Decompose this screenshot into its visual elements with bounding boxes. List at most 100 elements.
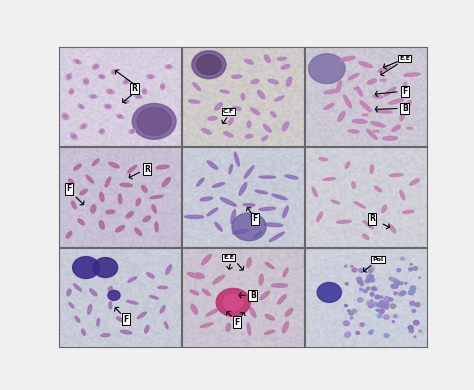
- Text: B: B: [250, 291, 255, 300]
- Ellipse shape: [404, 73, 420, 76]
- Circle shape: [359, 269, 363, 272]
- Ellipse shape: [378, 65, 390, 72]
- Circle shape: [370, 292, 374, 295]
- Circle shape: [377, 303, 382, 307]
- Ellipse shape: [191, 305, 198, 314]
- Ellipse shape: [201, 129, 211, 134]
- Circle shape: [409, 268, 412, 271]
- Ellipse shape: [260, 291, 270, 300]
- Ellipse shape: [312, 187, 317, 197]
- Ellipse shape: [239, 183, 247, 195]
- FancyBboxPatch shape: [362, 114, 368, 116]
- Ellipse shape: [128, 165, 137, 173]
- Circle shape: [383, 315, 389, 319]
- Circle shape: [345, 283, 348, 285]
- Ellipse shape: [94, 66, 97, 68]
- Ellipse shape: [374, 186, 382, 192]
- Circle shape: [367, 278, 370, 280]
- FancyBboxPatch shape: [354, 88, 359, 90]
- Ellipse shape: [109, 302, 112, 309]
- Ellipse shape: [201, 254, 211, 265]
- Ellipse shape: [263, 124, 271, 132]
- Ellipse shape: [190, 290, 199, 295]
- Ellipse shape: [389, 99, 403, 104]
- Circle shape: [197, 55, 221, 74]
- Circle shape: [356, 332, 360, 334]
- Ellipse shape: [99, 74, 105, 79]
- Ellipse shape: [262, 136, 268, 141]
- Circle shape: [368, 267, 374, 271]
- Circle shape: [376, 309, 379, 312]
- Ellipse shape: [100, 76, 104, 78]
- Ellipse shape: [156, 165, 169, 169]
- Ellipse shape: [82, 125, 85, 128]
- Ellipse shape: [382, 205, 386, 213]
- Circle shape: [371, 330, 374, 332]
- Ellipse shape: [373, 95, 383, 98]
- Ellipse shape: [271, 112, 276, 117]
- Circle shape: [364, 289, 367, 292]
- Ellipse shape: [69, 179, 74, 185]
- Ellipse shape: [143, 90, 146, 93]
- Ellipse shape: [340, 57, 356, 61]
- Ellipse shape: [73, 59, 81, 64]
- Ellipse shape: [285, 175, 298, 179]
- Circle shape: [392, 285, 395, 287]
- Circle shape: [413, 267, 418, 270]
- Circle shape: [414, 336, 416, 338]
- Ellipse shape: [91, 205, 96, 213]
- Ellipse shape: [348, 130, 359, 133]
- Circle shape: [384, 334, 389, 337]
- Text: E.E: E.E: [399, 56, 410, 61]
- Ellipse shape: [226, 323, 230, 331]
- Ellipse shape: [337, 220, 351, 223]
- Circle shape: [223, 294, 243, 310]
- Ellipse shape: [249, 307, 256, 317]
- Ellipse shape: [185, 215, 204, 218]
- Circle shape: [408, 326, 413, 330]
- Circle shape: [394, 285, 398, 288]
- Ellipse shape: [99, 129, 105, 134]
- Ellipse shape: [200, 323, 213, 328]
- Ellipse shape: [127, 301, 138, 304]
- Ellipse shape: [274, 96, 284, 101]
- Ellipse shape: [131, 130, 134, 133]
- Ellipse shape: [187, 273, 201, 278]
- Ellipse shape: [72, 135, 75, 138]
- Circle shape: [372, 287, 376, 290]
- Circle shape: [412, 310, 416, 312]
- Ellipse shape: [150, 195, 163, 199]
- Ellipse shape: [215, 103, 222, 110]
- Circle shape: [400, 282, 403, 285]
- FancyBboxPatch shape: [407, 128, 412, 129]
- Ellipse shape: [167, 65, 170, 68]
- Ellipse shape: [80, 105, 82, 108]
- Circle shape: [360, 288, 363, 291]
- Ellipse shape: [66, 73, 72, 80]
- Ellipse shape: [116, 317, 124, 322]
- Circle shape: [373, 302, 378, 306]
- Ellipse shape: [78, 104, 84, 109]
- Ellipse shape: [232, 75, 242, 78]
- Circle shape: [366, 287, 370, 290]
- Ellipse shape: [348, 73, 359, 80]
- Ellipse shape: [109, 162, 119, 168]
- Ellipse shape: [145, 325, 149, 333]
- Circle shape: [375, 295, 380, 299]
- Ellipse shape: [71, 133, 77, 139]
- Ellipse shape: [272, 284, 287, 287]
- Ellipse shape: [86, 175, 93, 183]
- Circle shape: [380, 296, 383, 298]
- Ellipse shape: [366, 129, 377, 139]
- Ellipse shape: [164, 322, 168, 329]
- Ellipse shape: [126, 212, 133, 218]
- Ellipse shape: [166, 265, 172, 274]
- Circle shape: [216, 289, 250, 316]
- Circle shape: [380, 300, 383, 304]
- Ellipse shape: [403, 210, 414, 213]
- Ellipse shape: [265, 262, 274, 269]
- Ellipse shape: [212, 183, 225, 187]
- Text: R: R: [132, 84, 137, 93]
- Ellipse shape: [75, 316, 80, 322]
- Ellipse shape: [142, 186, 147, 192]
